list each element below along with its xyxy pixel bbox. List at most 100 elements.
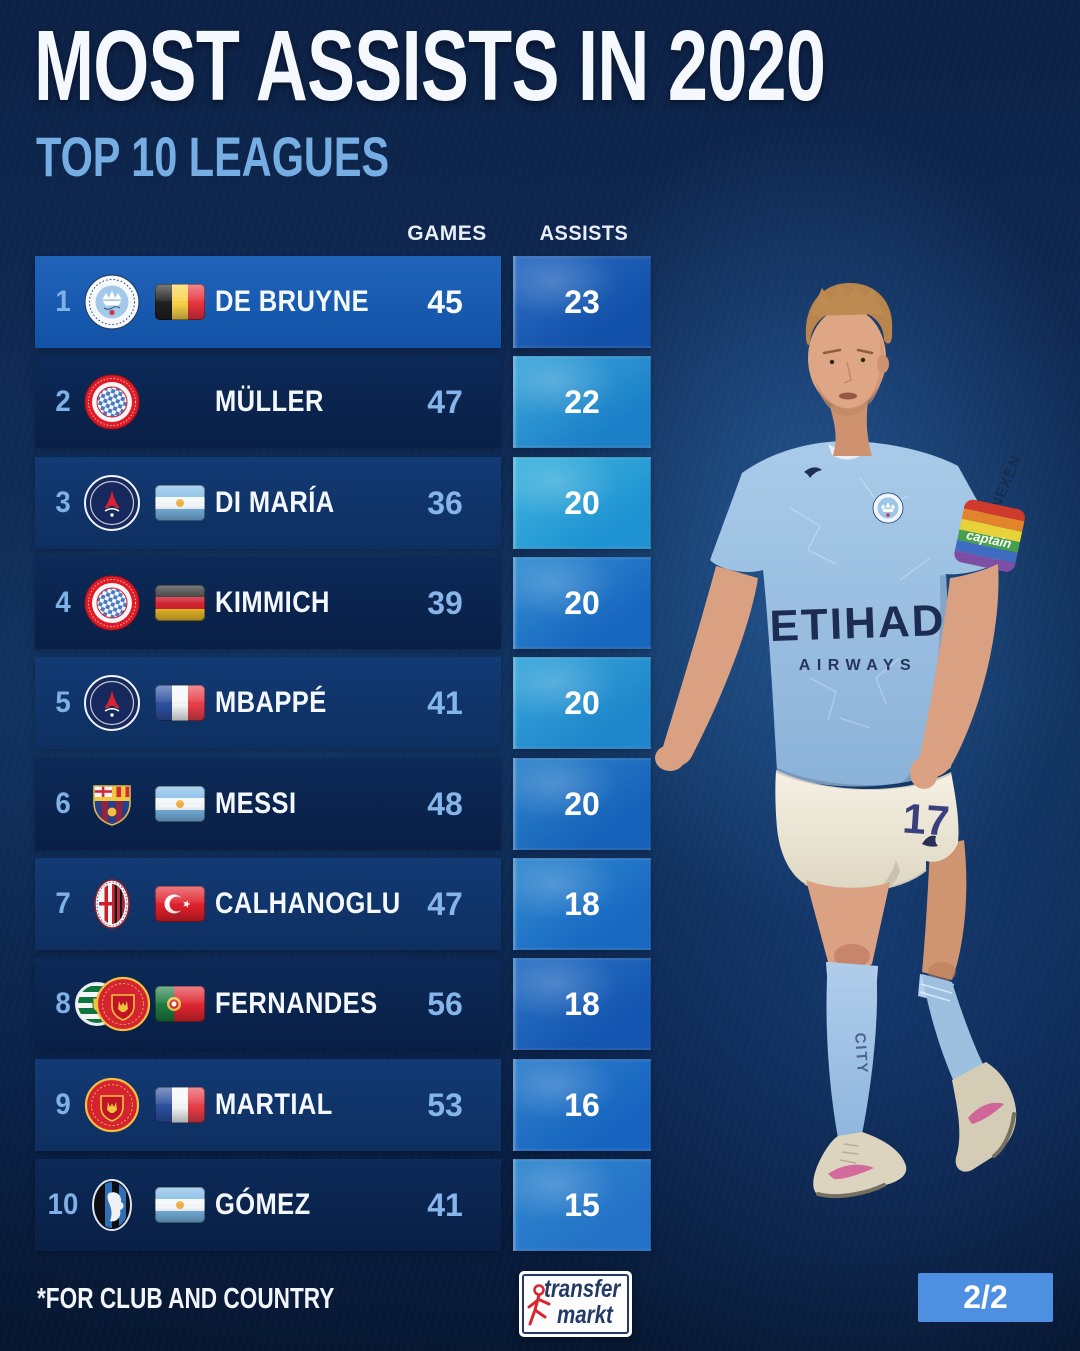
assists-cell: 15 (513, 1159, 651, 1251)
club-badge-ac-milan-icon (94, 879, 130, 929)
rank-label: 4 (55, 586, 71, 619)
puma-cat-icon (922, 835, 938, 847)
assists-cell: 18 (513, 958, 651, 1050)
club-badge-psg-icon (84, 675, 140, 731)
table-row-muller: 2 MÜLLER 47 22 (35, 356, 651, 448)
club-crest-manchester-city-icon (872, 492, 904, 524)
transfermarkt-logo: transfer markt (519, 1271, 632, 1337)
games-value: 41 (427, 684, 463, 721)
row-main: 4 KIMMICH 39 (35, 557, 501, 649)
club-badge-atalanta-icon (92, 1179, 132, 1231)
club-badge-manchester-united-icon (84, 1077, 140, 1133)
club-badges-sporting-cp-and-manchester-united-icon (75, 976, 151, 1032)
games-value: 36 (427, 484, 463, 521)
rainbow-captain-armband: captain (952, 498, 1027, 574)
table-row-fernandes: 8 (35, 958, 651, 1050)
games-value: 48 (427, 785, 463, 822)
assists-value: 16 (564, 1086, 600, 1123)
player-name: DE BRUYNE (215, 285, 370, 318)
nike-swoosh-icon (828, 1164, 874, 1180)
player-name: FERNANDES (215, 987, 378, 1020)
assists-cell: 22 (513, 356, 651, 448)
rank-label: 5 (55, 686, 71, 719)
games-value: 45 (427, 283, 463, 320)
flag-germany-icon (155, 585, 205, 621)
table-row-mbappe: 5 MBAPPÉ 41 20 (35, 657, 651, 749)
assists-cell: 16 (513, 1059, 651, 1151)
assists-cell: 20 (513, 657, 651, 749)
table-row-martial: 9 MARTIAL 53 16 (35, 1059, 651, 1151)
row-main: 8 (35, 958, 501, 1050)
player-name: CALHANOGLU (215, 887, 401, 920)
player-shorts: 17 (774, 767, 959, 893)
club-badge-bayern-munich-icon (84, 575, 140, 631)
rank-label: 8 (55, 987, 71, 1020)
row-main: 10 GÓMEZ 41 (35, 1159, 501, 1251)
rank-label: 9 (55, 1088, 71, 1121)
flag-france-icon (155, 685, 205, 721)
row-main: 2 MÜLLER 47 (35, 356, 501, 448)
assists-value: 20 (564, 584, 600, 621)
assists-cell: 20 (513, 557, 651, 649)
page-subtitle: TOP 10 LEAGUES (36, 125, 390, 188)
club-badge-manchester-city-icon (84, 274, 140, 330)
club-badge-manchester-united-icon (95, 976, 151, 1032)
shirt-sponsor-subtext: AIRWAYS (799, 657, 917, 674)
games-value: 47 (427, 885, 463, 922)
club-badge-psg-icon (84, 475, 140, 531)
player-name: MARTIAL (215, 1088, 333, 1121)
sock-text: CITY (851, 1032, 871, 1075)
club-badge-barcelona-icon (93, 785, 131, 826)
rank-label: 2 (55, 385, 71, 418)
assists-value: 23 (564, 283, 600, 320)
rank-label: 3 (55, 486, 71, 519)
table-row-gomez: 10 GÓMEZ 41 15 (35, 1159, 651, 1251)
transfermarkt-wordmark-line1: transfer (544, 1275, 621, 1303)
games-value: 47 (427, 383, 463, 420)
player-name: GÓMEZ (215, 1188, 311, 1221)
row-main: 6 (35, 758, 501, 850)
flag-belgium-icon (155, 284, 205, 320)
column-header-games: GAMES (407, 222, 487, 245)
flag-argentina-icon (155, 1187, 205, 1223)
shirt-sponsor-text: ETIHAD (769, 596, 946, 651)
flag-france-icon (155, 1087, 205, 1123)
table-row-kimmich: 4 KIMMICH 39 20 (35, 557, 651, 649)
rank-label: 6 (55, 787, 71, 820)
club-badge-bayern-munich-icon (84, 374, 140, 430)
row-main: 3 DI MARÍA 36 (35, 457, 501, 549)
player-name: MESSI (215, 787, 297, 820)
row-main: 9 MARTIAL 53 (35, 1059, 501, 1151)
sleeve-sponsor-text: NEXEN (988, 453, 1025, 512)
rank-label: 1 (55, 285, 71, 318)
shorts-number: 17 (901, 794, 951, 844)
games-value: 53 (427, 1086, 463, 1123)
row-main: 5 MBAPPÉ 41 (35, 657, 501, 749)
page-title: MOST ASSISTS IN 2020 (34, 10, 826, 122)
table-row-calhanoglu: 7 CALH (35, 858, 651, 950)
rank-label: 10 (47, 1188, 79, 1221)
table-row-de-bruyne: 1 DE BRUYNE 45 23 (35, 256, 651, 348)
transfermarkt-player-figure-icon (527, 1284, 551, 1326)
assists-value: 15 (564, 1186, 600, 1223)
column-header-assists: ASSISTS (539, 222, 629, 245)
assists-cell: 20 (513, 758, 651, 850)
nike-swoosh-icon (968, 1102, 1004, 1124)
player-right-arm (661, 566, 758, 767)
player-name: DI MARÍA (215, 486, 335, 519)
flag-turkey-icon (155, 886, 205, 922)
flag-portugal-icon (155, 986, 205, 1022)
table-row-di-maria: 3 DI MARÍA 36 20 (35, 457, 651, 549)
assists-value: 22 (564, 383, 600, 420)
games-value: 39 (427, 584, 463, 621)
row-main: 7 CALH (35, 858, 501, 950)
assists-cell: 20 (513, 457, 651, 549)
player-name: KIMMICH (215, 586, 330, 619)
assists-value: 20 (564, 785, 600, 822)
puma-logo-icon (804, 467, 822, 478)
footnote: *FOR CLUB AND COUNTRY (37, 1283, 335, 1315)
pagination-badge: 2/2 (918, 1273, 1053, 1322)
assists-value: 18 (564, 985, 600, 1022)
flag-argentina-icon (155, 786, 205, 822)
